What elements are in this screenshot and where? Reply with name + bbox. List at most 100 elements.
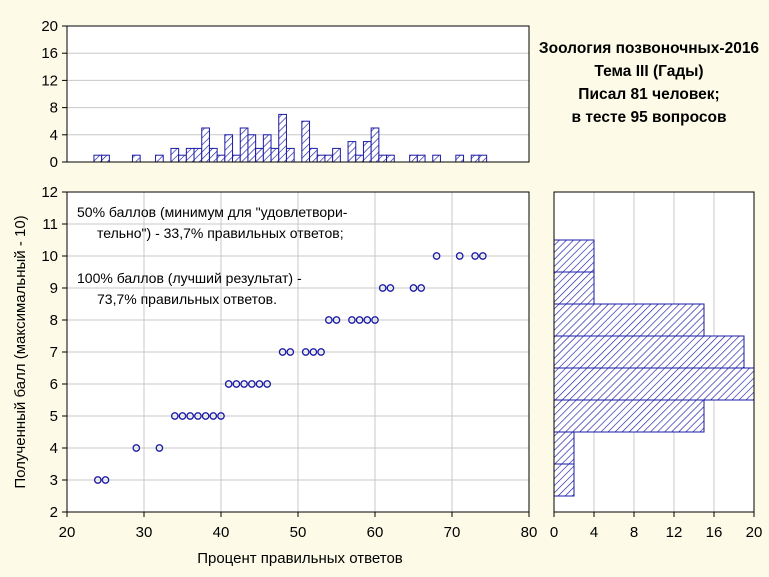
right-hist-bar [553,271,595,305]
right-hist-bar [553,239,595,273]
data-point [186,412,195,420]
y-tick-label: 10 [41,248,58,265]
top-hist-bar [470,154,480,163]
data-point [324,316,333,324]
right-x-tick-label: 16 [706,524,723,541]
right-hist-frame [553,191,755,513]
data-point [224,380,233,388]
top-hist-bar [170,147,180,163]
y-tick-label: 8 [50,312,58,329]
x-tick-label: 60 [367,524,384,541]
title-line-3: Писал 81 человек; [578,86,720,103]
right-hist-bar [553,399,705,433]
top-hist-bar [178,154,187,163]
data-point [371,316,379,324]
top-y-tick-label: 16 [41,45,58,62]
data-point [386,284,395,292]
right-x-tick-label: 20 [746,524,763,541]
data-point [132,444,141,452]
data-point [178,412,187,420]
data-point [317,348,325,356]
top-hist-bar [278,113,287,163]
top-hist-bar [247,134,257,163]
right-hist-bar [553,335,745,369]
x-tick-label: 20 [59,524,76,541]
data-point [432,252,441,260]
annotation-100-percent: 100% баллов (лучший результат) - 73,7% п… [77,268,302,310]
y-tick-label: 4 [50,440,58,457]
chart-title: Зоология позвоночных-2016 Тема III (Гады… [525,37,769,129]
annotation-50-line-1: 50% баллов (минимум для "удовлетвори- [77,204,348,220]
right-x-tick-label: 12 [666,524,683,541]
top-hist-bar [301,120,311,163]
top-hist-bar [347,141,357,163]
data-point [378,284,387,292]
data-point [217,412,225,420]
top-y-tick-label: 0 [50,154,58,171]
data-point [455,252,464,260]
data-point [355,316,364,324]
top-hist-bar [270,147,280,163]
annotation-50-line-2: тельно") - 33,7% правильных ответов; [97,225,344,241]
data-point [232,380,241,388]
top-hist-bar [101,154,110,163]
data-point [348,316,356,324]
plot-frame [66,191,530,513]
top-hist-area [67,26,529,162]
data-point [409,284,418,292]
right-x-tick-label: 4 [590,524,598,541]
x-tick-label: 40 [213,524,230,541]
top-hist-bar [362,141,372,163]
top-hist-bar [416,154,426,163]
top-hist-bar [386,154,395,163]
x-tick-label: 80 [521,524,538,541]
right-x-tick-label: 0 [550,524,558,541]
title-line-4: в тесте 95 вопросов [571,109,727,126]
right-x-tick-label: 8 [630,524,638,541]
data-point [263,380,272,388]
top-hist-bar [262,134,272,163]
data-point [278,348,287,356]
y-tick-label: 6 [50,376,58,393]
top-hist-bar [239,127,249,163]
right-hist-bar [553,431,575,465]
top-hist-bar [131,154,141,163]
data-point [240,380,248,388]
data-point [417,284,426,292]
annotation-100-line-1: 100% баллов (лучший результат) - [77,270,302,286]
top-hist-bar [316,154,326,163]
x-tick-label: 50 [290,524,307,541]
data-point [471,252,479,260]
data-point [309,348,318,356]
top-hist-bar [324,154,334,163]
top-hist-bar [285,147,295,163]
top-hist-bar [478,154,488,163]
right-histogram: 0 4 8 12 16 20 [550,191,763,541]
data-point [93,476,102,484]
data-point [363,316,372,324]
data-point [286,348,295,356]
annotation-50-percent: 50% баллов (минимум для "удовлетвори- те… [77,202,347,244]
top-hist-bar [201,127,210,163]
top-hist-bar [93,154,103,163]
y-tick-label: 12 [41,184,58,201]
top-hist-bar [378,154,388,163]
top-hist-bar [232,154,241,163]
y-tick-label: 9 [50,280,58,297]
data-point [209,412,218,420]
top-hist-bar [409,154,418,163]
top-hist-frame [66,25,530,163]
top-hist-bar [455,154,465,163]
top-hist-bar [208,147,218,163]
right-hist-bar [553,303,705,337]
data-point [101,476,110,484]
top-y-tick-label: 4 [50,127,58,144]
top-hist-bar [332,147,341,163]
top-hist-bar [216,154,226,163]
right-hist-bar [553,463,575,497]
x-tick-label: 30 [136,524,153,541]
data-point [247,380,256,388]
x-axis-label: Процент правильных ответов [197,550,403,567]
